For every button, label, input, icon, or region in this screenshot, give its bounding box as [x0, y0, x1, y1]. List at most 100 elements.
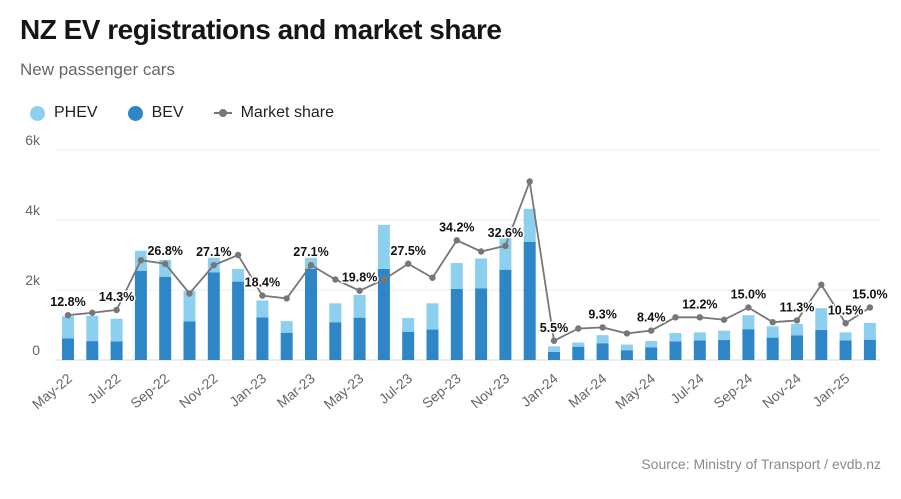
- bar-phev: [572, 342, 585, 347]
- market-share-point: [89, 309, 96, 316]
- share-data-label: 27.5%: [390, 244, 425, 258]
- legend-label-phev: PHEV: [54, 104, 98, 121]
- market-share-point: [307, 261, 315, 269]
- market-share-point: [818, 281, 825, 288]
- x-tick-label: Sep-23: [419, 370, 464, 411]
- chart-subtitle: New passenger cars: [20, 60, 175, 79]
- x-tick-label: Jul-23: [376, 370, 416, 407]
- share-data-label: 12.2%: [682, 297, 717, 311]
- share-data-label: 27.1%: [196, 245, 231, 259]
- bar-bev: [645, 347, 658, 360]
- bar-bev: [377, 269, 390, 360]
- share-data-label: 15.0%: [852, 288, 887, 302]
- bar-bev: [329, 322, 342, 360]
- bar-bev: [450, 288, 463, 360]
- bar-bev: [572, 346, 585, 360]
- line-marker-icon: [213, 109, 232, 117]
- bar-bev: [718, 340, 731, 360]
- legend-item-bev[interactable]: BEV: [127, 104, 184, 122]
- legend-item-market-share[interactable]: Market share: [213, 104, 334, 122]
- legend-item-phev[interactable]: PHEV: [30, 104, 98, 122]
- bar-phev: [596, 335, 609, 344]
- x-tick-label: Jul-22: [84, 370, 124, 407]
- market-share-point: [623, 330, 631, 337]
- market-share-point: [599, 324, 606, 331]
- legend: PHEV BEV Market share: [30, 104, 364, 122]
- x-tick-label: Nov-23: [467, 370, 512, 411]
- bar-phev: [232, 269, 245, 282]
- market-share-point: [453, 237, 460, 244]
- market-share-point: [745, 304, 752, 311]
- market-share-point: [405, 260, 412, 267]
- market-share-point: [429, 274, 436, 281]
- bar-phev: [86, 315, 99, 342]
- market-share-point: [283, 295, 290, 302]
- market-share-point: [575, 325, 582, 332]
- y-tick-label: 2k: [25, 272, 41, 288]
- bar-bev: [693, 340, 706, 360]
- bar-bev: [183, 321, 196, 360]
- share-data-label: 12.8%: [50, 295, 85, 309]
- bar-bev: [669, 341, 682, 360]
- x-tick-label: Jan-23: [226, 370, 269, 410]
- bar-bev: [305, 269, 317, 360]
- bar-phev: [766, 326, 779, 338]
- bar-bev: [548, 351, 560, 360]
- bar-phev: [863, 322, 876, 340]
- market-share-point: [380, 276, 388, 283]
- bar-phev: [62, 316, 74, 339]
- share-data-label: 9.3%: [588, 307, 617, 321]
- x-tick-label: Nov-24: [759, 370, 804, 411]
- bar-phev: [450, 263, 463, 289]
- market-share-line: [67, 177, 871, 343]
- bar-phev: [839, 332, 852, 341]
- bar-phev: [718, 330, 731, 341]
- y-tick-label: 0: [32, 342, 40, 358]
- share-data-label: 32.6%: [488, 226, 523, 240]
- bar-phev: [329, 303, 342, 323]
- x-tick-label: Jan-24: [518, 370, 561, 410]
- x-tick-label: May-24: [612, 370, 658, 412]
- market-share-point: [259, 292, 266, 299]
- legend-label-bev: BEV: [151, 104, 184, 121]
- market-share-point: [793, 317, 801, 324]
- market-share-point: [210, 261, 217, 269]
- market-share-point: [526, 178, 533, 185]
- bar-bev: [863, 339, 876, 360]
- bar-bev: [791, 335, 803, 360]
- market-share-point: [550, 337, 558, 344]
- market-share-point: [332, 276, 339, 283]
- market-share-point: [137, 257, 145, 264]
- bar-bev: [523, 241, 536, 360]
- share-data-label: 11.3%: [780, 300, 815, 314]
- x-tick-label: Sep-24: [710, 370, 755, 411]
- bar-bev: [207, 272, 220, 360]
- x-tick-label: May-22: [29, 370, 75, 412]
- market-share-point: [696, 314, 703, 321]
- x-tick-label: Mar-24: [565, 370, 609, 411]
- x-tick-label: Nov-22: [176, 370, 221, 411]
- x-tick-label: May-23: [320, 370, 366, 412]
- market-share-point: [162, 260, 169, 267]
- market-share-point: [648, 327, 655, 334]
- bev-swatch-icon: [127, 105, 143, 121]
- chart-title: NZ EV registrations and market share: [20, 14, 502, 45]
- x-tick-label: Mar-23: [274, 370, 318, 411]
- bar-phev: [548, 346, 560, 352]
- bar-phev: [523, 208, 536, 242]
- bar-bev: [475, 288, 488, 360]
- market-share-point: [720, 316, 728, 323]
- bar-bev: [596, 343, 609, 360]
- bar-bev: [839, 340, 852, 360]
- market-share-point: [113, 306, 120, 314]
- bar-phev: [353, 294, 366, 318]
- market-share-point: [186, 290, 193, 297]
- bar-bev: [62, 338, 74, 360]
- market-share-point: [866, 304, 874, 311]
- market-share-point: [769, 319, 776, 326]
- bar-bev: [499, 269, 512, 360]
- legend-label-market-share: Market share: [240, 104, 334, 121]
- bar-phev: [815, 308, 828, 330]
- bar-bev: [815, 329, 828, 360]
